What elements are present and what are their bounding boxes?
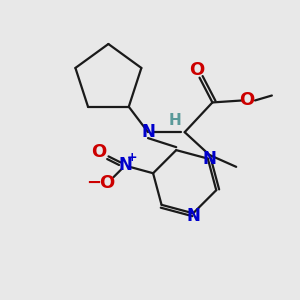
- Text: N: N: [203, 150, 217, 168]
- Text: O: O: [99, 174, 114, 192]
- Text: N: N: [186, 207, 200, 225]
- Text: −: −: [86, 174, 101, 192]
- Text: O: O: [189, 61, 204, 79]
- Text: N: N: [141, 123, 155, 141]
- Text: O: O: [239, 92, 255, 110]
- Text: H: H: [168, 113, 181, 128]
- Text: O: O: [91, 143, 106, 161]
- Text: +: +: [127, 151, 138, 164]
- Text: N: N: [118, 156, 132, 174]
